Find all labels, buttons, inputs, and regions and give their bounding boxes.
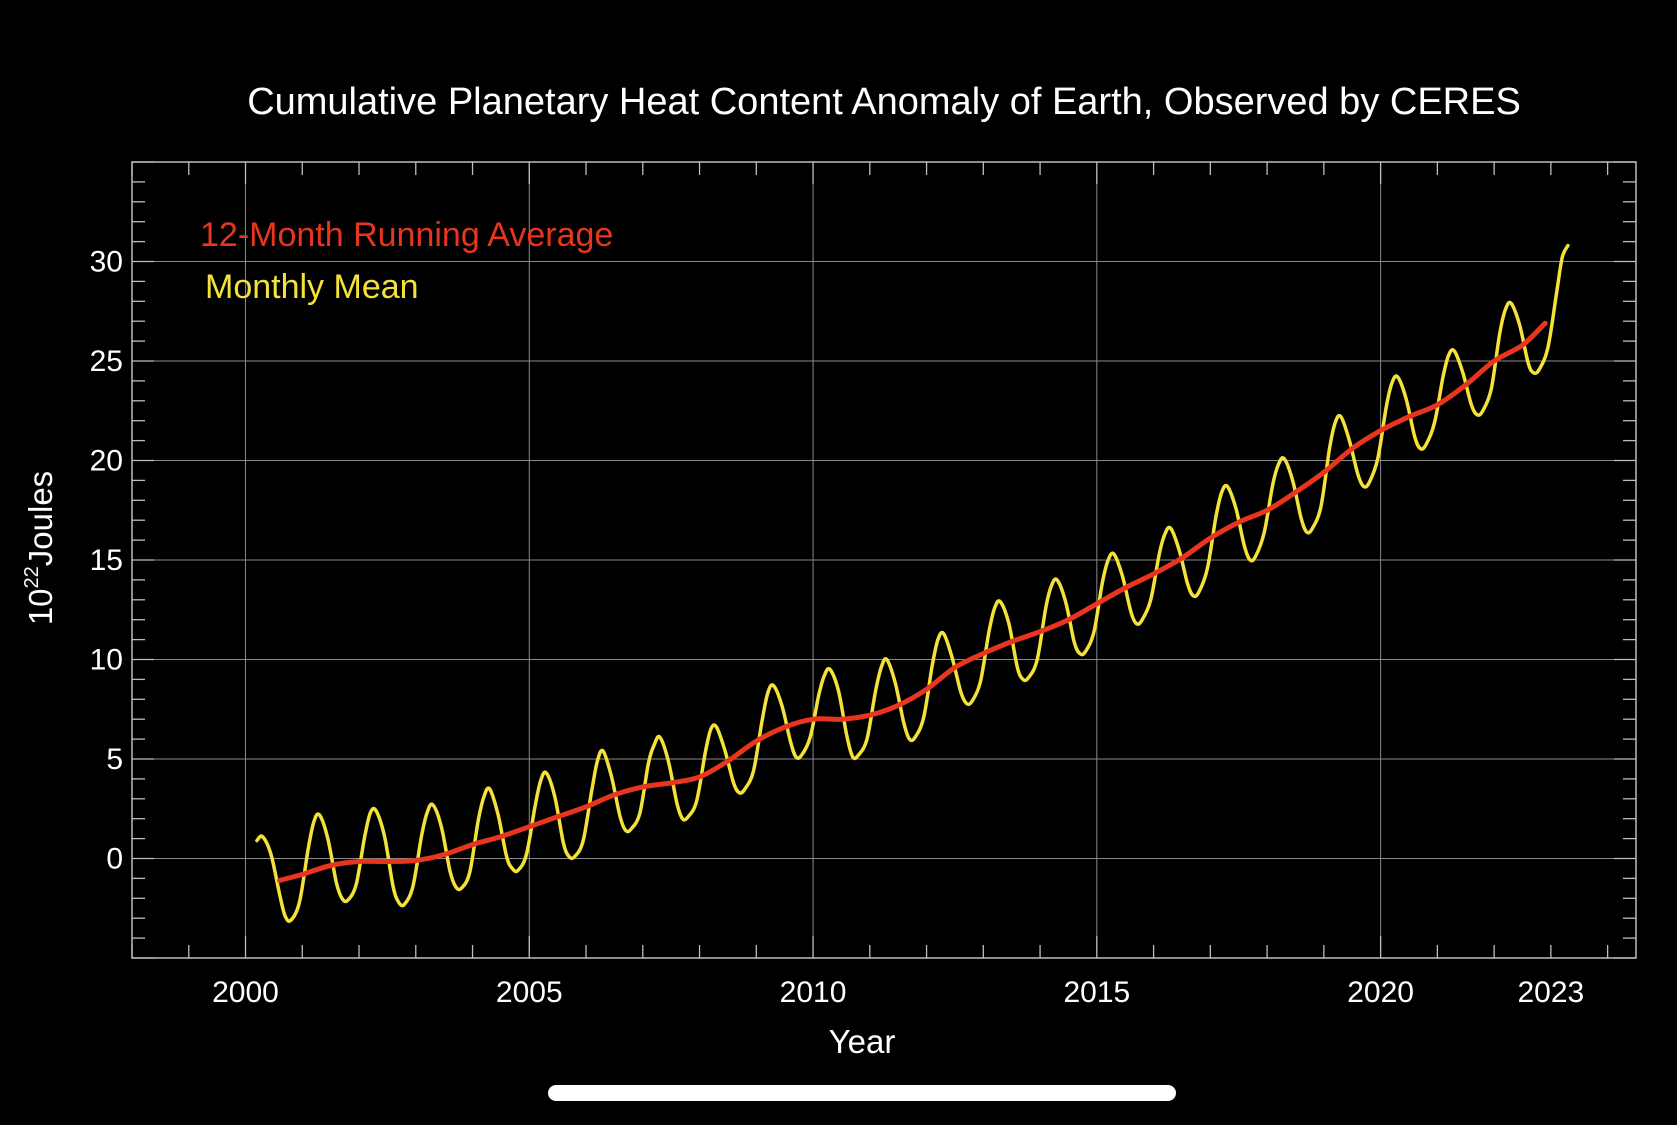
x-tick-label: 2020 xyxy=(1347,976,1414,1009)
y-tick-label: 0 xyxy=(106,843,123,876)
y-axis-label-prefix: 10 xyxy=(22,588,59,625)
x-tick-label: 2005 xyxy=(496,976,563,1009)
x-tick-label: 2000 xyxy=(212,976,279,1009)
y-tick-label: 5 xyxy=(106,743,123,776)
y-tick-label: 15 xyxy=(90,544,123,577)
chart-title: Cumulative Planetary Heat Content Anomal… xyxy=(247,81,1521,123)
series-layer xyxy=(255,243,1570,923)
x-tick-label: 2010 xyxy=(780,976,847,1009)
series-line-monthly-mean xyxy=(255,243,1570,923)
y-axis-label-unit: Joules xyxy=(22,471,59,566)
y-tick-label: 20 xyxy=(90,445,123,478)
y-tick-label: 30 xyxy=(90,246,123,279)
x-tick-label: 2023 xyxy=(1517,976,1584,1009)
legend-label-monthly-mean: Monthly Mean xyxy=(205,268,419,306)
y-tick-label: 10 xyxy=(90,644,123,677)
y-tick-labels: 0 5 10 15 20 25 30 xyxy=(90,246,123,876)
home-indicator[interactable] xyxy=(548,1085,1176,1101)
legend-label-running-average: 12-Month Running Average xyxy=(200,216,613,254)
y-axis-label-exponent: 22 xyxy=(21,566,43,588)
x-tick-labels: 2000 2005 2010 2015 2020 2023 xyxy=(212,976,1584,1009)
legend: 12-Month Running Average Monthly Mean xyxy=(200,216,613,306)
series-line-running-average xyxy=(277,320,1548,883)
y-tick-label: 25 xyxy=(90,345,123,378)
minor-ticks xyxy=(131,161,1636,959)
x-axis-label: Year xyxy=(829,1023,896,1060)
x-tick-label: 2015 xyxy=(1063,976,1130,1009)
y-axis-label: 1022Joules xyxy=(21,471,59,625)
grid xyxy=(132,162,1636,958)
